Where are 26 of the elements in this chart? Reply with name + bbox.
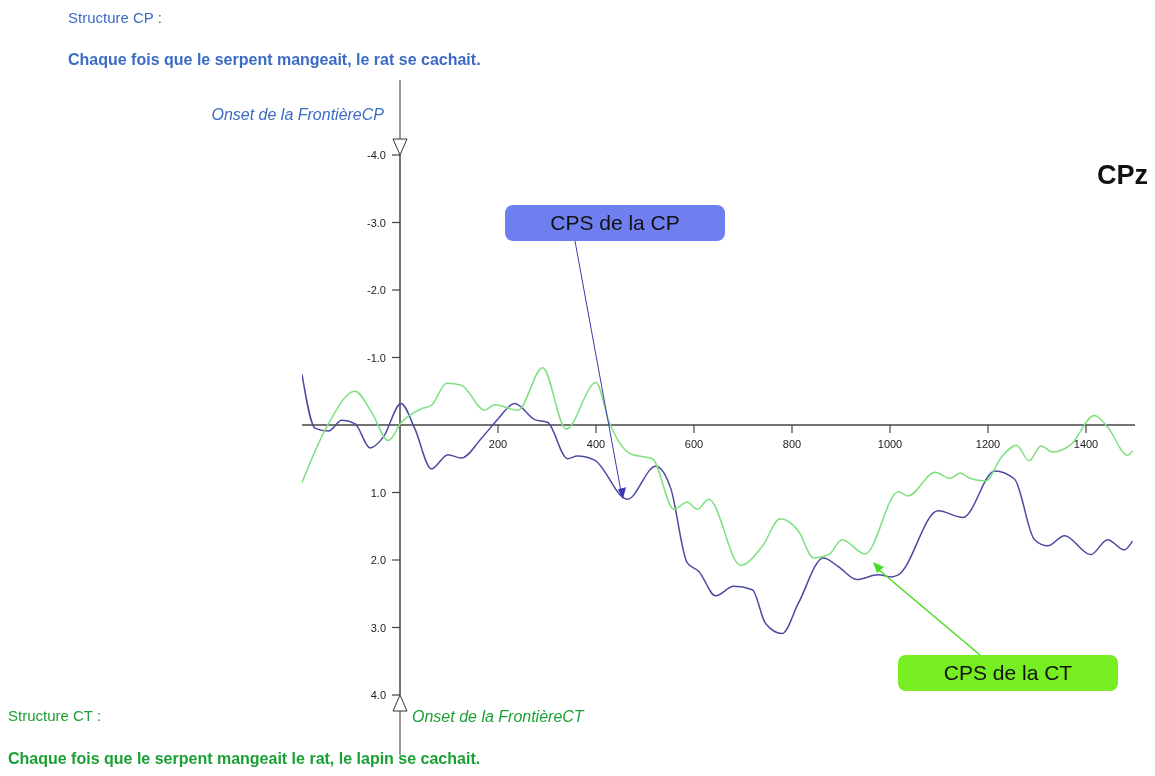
x-tick-label: 200 xyxy=(488,438,508,450)
line-series xyxy=(302,373,1134,635)
x-tick-label: 1400 xyxy=(1073,438,1099,450)
y-tick-label: -3.0 xyxy=(367,216,386,229)
x-tick-label: 1000 xyxy=(877,438,903,450)
y-tick-label: -4.0 xyxy=(367,149,386,161)
y-tick-label: 2.0 xyxy=(370,554,386,566)
chart-title: CPz xyxy=(1096,160,1148,190)
text: Onset de la FrontièreCP xyxy=(211,106,385,123)
text: Structure CT : xyxy=(8,707,102,724)
x-tick-label: 400 xyxy=(586,438,606,450)
text: Structure CP : xyxy=(68,9,162,26)
x-tick-label: 1200 xyxy=(975,438,1001,450)
y-tick-label: -1.0 xyxy=(367,351,386,364)
annotation: CPS de la CP xyxy=(550,211,680,234)
x-tick-label: 600 xyxy=(684,438,704,450)
text: Chaque fois que le serpent mangeait le rat, le lapin se cachait. xyxy=(8,750,481,767)
line-series xyxy=(302,366,1134,567)
y-tick-label: 3.0 xyxy=(370,621,386,634)
text: Chaque fois que le serpent mangeait, le rat se cachait. xyxy=(68,51,481,68)
x-tick-label: 800 xyxy=(782,438,802,450)
annotation: CPS de la CT xyxy=(943,661,1073,684)
y-tick-label: 1.0 xyxy=(370,486,386,499)
text: Onset de la FrontièreCT xyxy=(412,708,585,725)
y-tick-label: 4.0 xyxy=(370,689,386,701)
y-tick-label: -2.0 xyxy=(367,284,386,296)
